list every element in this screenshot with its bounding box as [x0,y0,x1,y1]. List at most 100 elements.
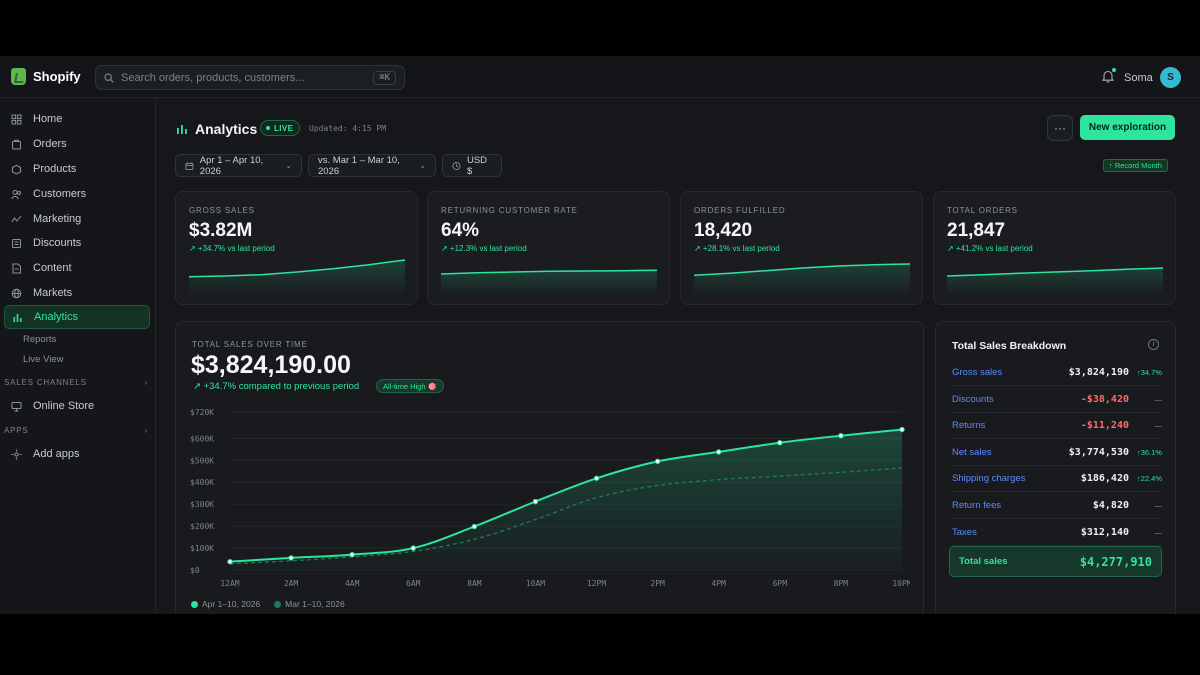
user-name[interactable]: Soma [1124,72,1153,84]
sidebar-item-label: Add apps [33,448,80,460]
kpi-card-total-orders[interactable]: TOTAL ORDERS 21,847 ↗ +41.2% vs last per… [933,191,1176,305]
sidebar-item-home[interactable]: Home [4,107,150,131]
sidebar-item-label: Customers [33,188,87,200]
sidebar-item-marketing[interactable]: Marketing [4,207,150,231]
sparkle-icon [10,448,22,460]
breakdown-row-change: — [1154,394,1163,404]
live-badge: LIVE [260,120,301,136]
breakdown-row-label[interactable]: Shipping charges [952,473,1026,485]
sales-line-chart[interactable]: $0 $100K $200K $300K $400K $500K $600K $720K 12A… [190,404,910,594]
data-point[interactable] [899,426,905,433]
notification-button[interactable] [1101,68,1116,83]
breakdown-row[interactable]: Gross sales $3,824,190 ↑34.7% [952,360,1162,386]
app-name: Shopify [33,69,81,84]
sidebar-item-label: Marketing [33,213,82,225]
page-title: Analytics [195,121,258,137]
breakdown-title: Total Sales Breakdown [952,340,1067,352]
y-tick-label: $300K [190,500,214,509]
data-point[interactable] [410,545,416,551]
legend-label: Mar 1–10, 2026 [285,599,345,609]
content-icon [10,262,22,274]
x-tick-label: 2PM [650,579,665,588]
sidebar-item-discounts[interactable]: Discounts [4,231,150,255]
data-point[interactable] [777,440,783,446]
sidebar-subitem-reports[interactable]: Reports [23,334,57,345]
kpi-card-gross-sales[interactable]: GROSS SALES $3.82M ↗ +34.7% vs last peri… [175,191,418,305]
breakdown-row-label[interactable]: Gross sales [952,367,1003,378]
series-line-previous [229,467,903,565]
data-point[interactable] [838,433,844,439]
data-point[interactable] [716,449,722,455]
kpi-card-orders-fulfilled[interactable]: ORDERS FULFILLED 18,420 ↗ +28.1% vs last… [680,191,923,305]
data-point[interactable] [471,523,478,530]
breakdown-row-label[interactable]: Taxes [952,526,977,538]
more-options-button[interactable]: ··· [1047,115,1073,141]
breakdown-row[interactable]: Net sales $3,774,530 ↑36.1% [952,440,1162,466]
data-point[interactable] [532,498,539,505]
sidebar-item-customers[interactable]: Customers [4,182,150,206]
breakdown-row[interactable]: Taxes $312,140 — [952,520,1162,546]
sidebar-item-add-apps[interactable]: Add apps [4,442,150,466]
sidebar-item-label: Discounts [33,237,82,249]
chevron-right-icon: › [144,378,148,387]
sidebar-item-analytics[interactable]: Analytics [4,305,150,329]
home-icon [10,113,22,125]
data-point[interactable] [349,551,355,558]
x-tick-label: 2AM [284,579,299,588]
data-point[interactable] [654,458,661,465]
search-bar[interactable]: ⌘K [95,65,405,90]
y-tick-label: $200K [190,522,214,531]
search-input[interactable] [121,71,361,84]
sidebar-subitem-live-view[interactable]: Live View [23,354,64,365]
discounts-icon [10,237,22,249]
currency-selector[interactable]: USD $ [442,154,502,177]
x-tick-label: 4PM [712,579,727,588]
new-exploration-button[interactable]: New exploration [1080,115,1175,140]
sales-label: TOTAL SALES OVER TIME [192,340,308,349]
breakdown-row-label[interactable]: Returns [952,420,986,432]
sidebar: Home Orders Products Customers Marketing… [0,98,156,614]
sidebar-item-label: Content [33,262,72,274]
legend-item-current[interactable]: Apr 1–10, 2026 [191,599,260,609]
breakdown-row-value: $3,824,190 [1068,367,1129,378]
compare-range-picker[interactable]: vs. Mar 1 – Mar 10, 2026 ⌄ [308,154,436,177]
y-tick-label: $100K [190,544,214,553]
sidebar-item-content[interactable]: Content [4,256,150,280]
breakdown-row-label[interactable]: Discounts [952,393,994,405]
avatar[interactable]: S [1160,67,1181,88]
live-label: LIVE [274,123,294,133]
search-icon [104,72,114,83]
data-point[interactable] [593,475,600,481]
kpi-card-returning-customer-rate[interactable]: RETURNING CUSTOMER RATE 64% ↗ +12.3% vs … [427,191,670,305]
sidebar-item-markets[interactable]: Markets [4,281,150,305]
breakdown-row[interactable]: Returns -$11,240 — [952,413,1163,440]
breakdown-row[interactable]: Return fees $4,820 — [952,493,1162,519]
sparkline-area [189,260,405,296]
x-tick-label: 4AM [345,579,360,588]
breakdown-row-value: $312,140 [1080,526,1129,538]
sidebar-item-products[interactable]: Products [4,157,150,181]
date-range-picker[interactable]: Apr 1 – Apr 10, 2026 ⌄ [175,154,302,177]
info-icon[interactable]: i [1148,339,1159,350]
breakdown-row-label[interactable]: Return fees [952,500,1002,511]
data-point[interactable] [227,558,233,565]
breakdown-row[interactable]: Discounts -$38,420 — [952,387,1162,413]
sidebar-item-online-store[interactable]: Online Store [4,394,150,418]
section-sales-channels[interactable]: SALES CHANNELS › [4,378,148,387]
breakdown-row-change: — [1154,501,1163,510]
main-content: Analytics LIVE Updated: 4:15 PM ··· New … [156,98,1200,614]
bar-chart-icon [177,125,187,134]
shopify-bag-icon [11,68,26,85]
section-apps[interactable]: APPS › [4,426,148,435]
breakdown-row-change: — [1154,421,1163,431]
legend-item-previous[interactable]: Mar 1–10, 2026 [274,599,345,609]
logo[interactable]: Shopify [11,68,81,85]
sidebar-item-orders[interactable]: Orders [4,132,150,156]
breakdown-row[interactable]: Shipping charges $186,420 ↑22.4% [952,466,1162,493]
data-point[interactable] [288,555,294,561]
chevron-down-icon: ⌄ [419,161,426,170]
kpi-sparkline [947,267,1163,296]
sparkline-line [947,267,1163,277]
sales-value: $3,824,190.00 [191,351,351,379]
breakdown-row-label[interactable]: Net sales [952,446,992,458]
